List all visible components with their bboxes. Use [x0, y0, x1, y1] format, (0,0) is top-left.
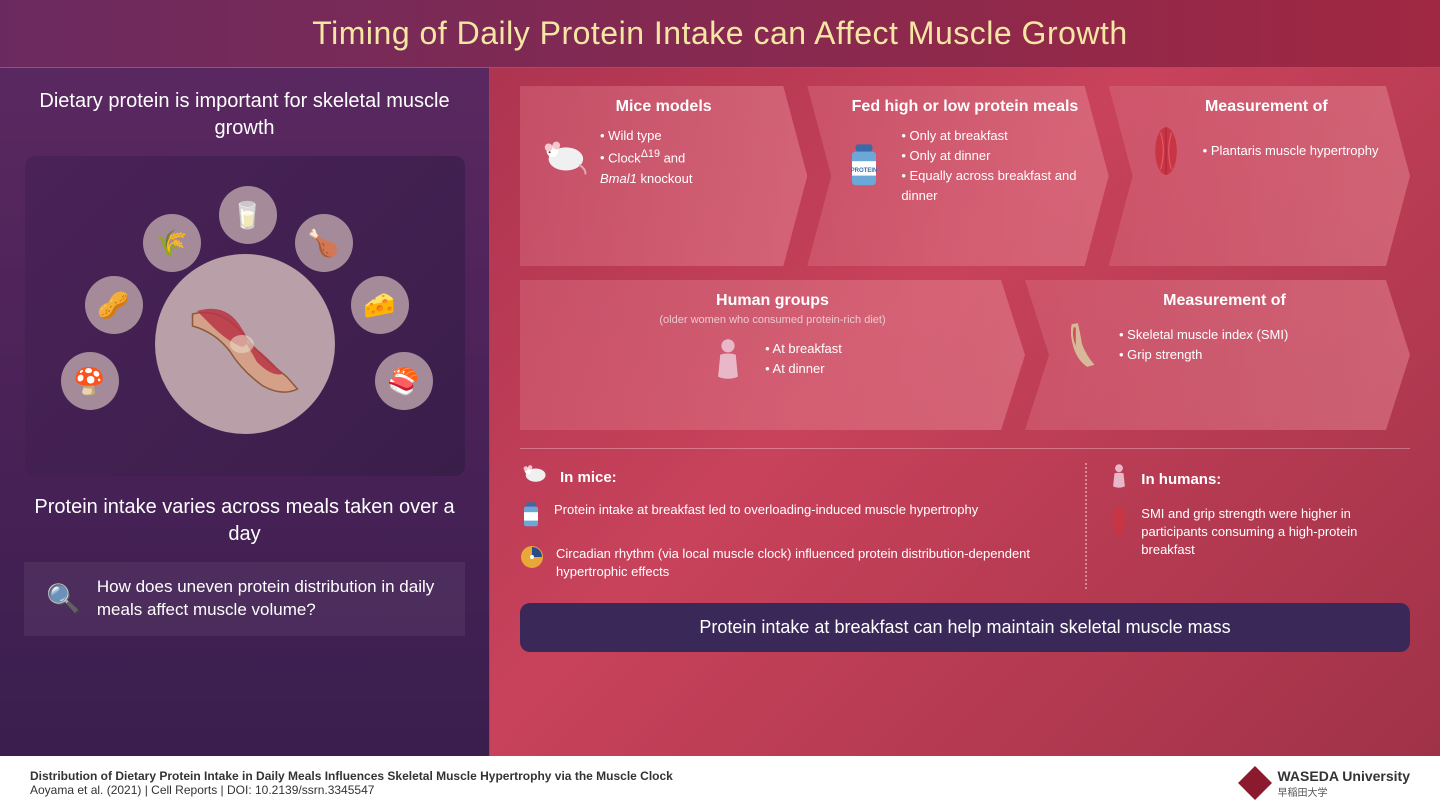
human-groups-list: At breakfastAt dinner: [765, 339, 842, 379]
protein-bottle-icon: PROTEIN: [839, 141, 889, 191]
question-box: 🔍 How does uneven protein distribution i…: [24, 562, 465, 636]
food-icon: 🍄: [61, 352, 119, 410]
human-groups-box: Human groups (older women who consumed p…: [520, 280, 1025, 430]
list-item: ClockΔ19 and Bmal1 knockout: [600, 146, 693, 189]
mice-result-2-text: Circadian rhythm (via local muscle clock…: [556, 545, 1061, 581]
footer-logo: WASEDA University 早稲田大学: [1243, 768, 1410, 799]
results-humans-header: In humans:: [1109, 463, 1410, 495]
meals-list: Only at breakfastOnly at dinnerEqually a…: [901, 126, 1090, 207]
university-name: WASEDA University: [1277, 768, 1410, 784]
mice-flow-row: Mice models Wild typeClockΔ19 and Bmal1 …: [520, 86, 1410, 266]
results-row: In mice: Protein intake at breakfast led…: [520, 463, 1410, 589]
mice-models-list: Wild typeClockΔ19 and Bmal1 knockout: [600, 126, 693, 189]
svg-text:PROTEIN: PROTEIN: [851, 168, 878, 174]
main-content: Dietary protein is important for skeleta…: [0, 68, 1440, 756]
measurement-mice-box: Measurement of Plantaris muscle hypertro…: [1109, 86, 1410, 266]
protein-wheel: 🍄 🥜🌾 🥛 🍗🧀 🍣: [25, 156, 465, 476]
mice-result-2: Circadian rhythm (via local muscle clock…: [520, 545, 1061, 581]
results-mice: In mice: Protein intake at breakfast led…: [520, 463, 1061, 589]
mice-result-1: Protein intake at breakfast led to overl…: [520, 501, 1061, 537]
results-mice-label: In mice:: [560, 469, 617, 486]
mice-result-1-text: Protein intake at breakfast led to overl…: [554, 501, 978, 519]
infographic-container: Timing of Daily Protein Intake can Affec…: [0, 0, 1440, 810]
elbow-circle: [155, 254, 335, 434]
mice-models-box: Mice models Wild typeClockΔ19 and Bmal1 …: [520, 86, 807, 266]
header: Timing of Daily Protein Intake can Affec…: [0, 0, 1440, 68]
human-flow-row: Human groups (older women who consumed p…: [520, 280, 1410, 430]
results-humans: In humans: SMI and grip strength were hi…: [1085, 463, 1410, 589]
left-subtitle-1: Dietary protein is important for skeleta…: [24, 88, 465, 142]
results-mice-header: In mice:: [520, 463, 1061, 491]
mouse-small-icon: [520, 463, 548, 491]
food-icon: 🥛: [219, 186, 277, 244]
food-icon: 🍣: [375, 352, 433, 410]
food-icon: 🍗: [295, 214, 353, 272]
divider: [520, 448, 1410, 449]
results-humans-label: In humans:: [1141, 471, 1221, 488]
elbow-muscle-icon: [170, 269, 320, 419]
left-subtitle-2: Protein intake varies across meals taken…: [24, 494, 465, 548]
plantaris-muscle-icon: [1141, 126, 1191, 176]
waseda-logo-icon: [1239, 766, 1273, 800]
left-panel: Dietary protein is important for skeleta…: [0, 68, 490, 756]
box-title: Fed high or low protein meals: [839, 98, 1090, 116]
food-icon: 🥜: [85, 276, 143, 334]
mouse-icon: [538, 132, 588, 182]
list-item: At dinner: [765, 359, 842, 379]
list-item: Only at breakfast: [901, 126, 1090, 146]
magnifier-icon: 🔍: [46, 582, 81, 615]
food-icon: 🧀: [351, 276, 409, 334]
question-text: How does uneven protein distribution in …: [97, 576, 443, 622]
clock-icon: [520, 545, 544, 577]
arm-muscle-icon: [1057, 320, 1107, 370]
measurement-human-list: Skeletal muscle index (SMI)Grip strength: [1119, 325, 1288, 365]
footer: Distribution of Dietary Protein Intake i…: [0, 756, 1440, 810]
protein-meals-box: Fed high or low protein meals PROTEIN On…: [807, 86, 1108, 266]
muscle-small-icon: [1109, 505, 1129, 545]
measurement-mice-list: Plantaris muscle hypertrophy: [1203, 141, 1379, 161]
footer-citation: Distribution of Dietary Protein Intake i…: [30, 769, 673, 797]
right-panel: Mice models Wild typeClockΔ19 and Bmal1 …: [490, 68, 1440, 756]
protein-small-icon: [520, 501, 542, 537]
box-subtitle: (older women who consumed protein-rich d…: [538, 314, 1007, 326]
list-item: Grip strength: [1119, 345, 1288, 365]
footer-citation-text: Aoyama et al. (2021) | Cell Reports | DO…: [30, 783, 673, 797]
list-item: Skeletal muscle index (SMI): [1119, 325, 1288, 345]
box-title: Measurement of: [1057, 292, 1392, 310]
conclusion-box: Protein intake at breakfast can help mai…: [520, 603, 1410, 652]
list-item: Wild type: [600, 126, 693, 146]
university-name-jp: 早稲田大学: [1277, 784, 1410, 799]
footer-title: Distribution of Dietary Protein Intake i…: [30, 769, 673, 783]
page-title: Timing of Daily Protein Intake can Affec…: [312, 15, 1127, 52]
box-title: Mice models: [538, 98, 789, 116]
human-small-icon: [1109, 463, 1129, 495]
food-icon: 🌾: [143, 214, 201, 272]
list-item: Plantaris muscle hypertrophy: [1203, 141, 1379, 161]
box-title: Human groups: [538, 292, 1007, 310]
list-item: Only at dinner: [901, 146, 1090, 166]
human-silhouette-icon: [703, 334, 753, 384]
list-item: Equally across breakfast and dinner: [901, 166, 1090, 206]
measurement-human-box: Measurement of Skeletal muscle index (SM…: [1025, 280, 1410, 430]
box-title: Measurement of: [1141, 98, 1392, 116]
humans-result-text: SMI and grip strength were higher in par…: [1141, 505, 1410, 560]
humans-result: SMI and grip strength were higher in par…: [1109, 505, 1410, 560]
list-item: At breakfast: [765, 339, 842, 359]
